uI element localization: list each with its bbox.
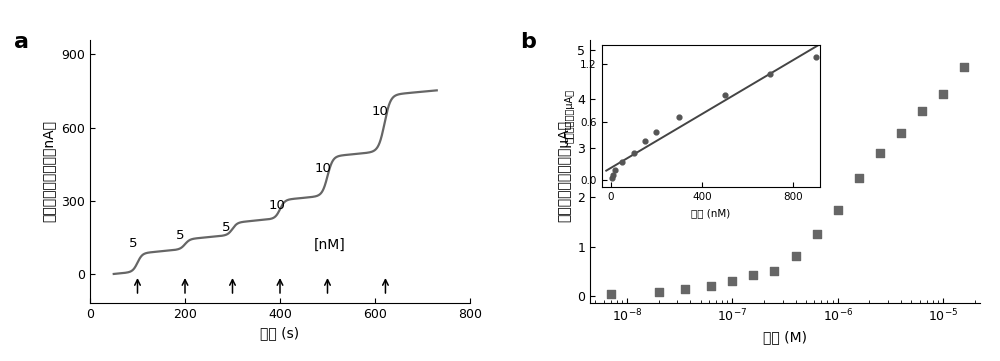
Text: 5: 5 (222, 221, 231, 234)
Text: 10: 10 (268, 199, 285, 212)
Text: 5: 5 (129, 236, 138, 249)
Point (703, 283, 719, 289)
Point (809, 231, 825, 237)
Point (745, 272, 761, 278)
Point (677, 286, 693, 292)
Text: a: a (14, 32, 29, 52)
Point (872, 150, 888, 156)
Text: 10: 10 (315, 162, 332, 175)
Text: 10: 10 (372, 105, 389, 118)
Point (651, 289, 667, 295)
Point (724, 278, 740, 284)
X-axis label: 时间 (s): 时间 (s) (260, 327, 300, 341)
Text: 5: 5 (176, 229, 184, 242)
Point (914, 108, 930, 114)
Point (851, 175, 867, 180)
Point (766, 268, 782, 274)
Point (788, 253, 804, 259)
Y-axis label: 源漏极电流变化量（nA）: 源漏极电流变化量（nA） (42, 121, 56, 222)
Point (603, 291, 619, 297)
Point (956, 64, 972, 70)
Point (830, 207, 846, 213)
Point (893, 130, 909, 136)
Y-axis label: 源漏极电流变化量（μA）: 源漏极电流变化量（μA） (558, 121, 572, 222)
Point (935, 91, 951, 97)
Text: b: b (520, 32, 536, 52)
X-axis label: 浓度 (M): 浓度 (M) (763, 330, 807, 344)
Text: [nM]: [nM] (314, 238, 345, 252)
